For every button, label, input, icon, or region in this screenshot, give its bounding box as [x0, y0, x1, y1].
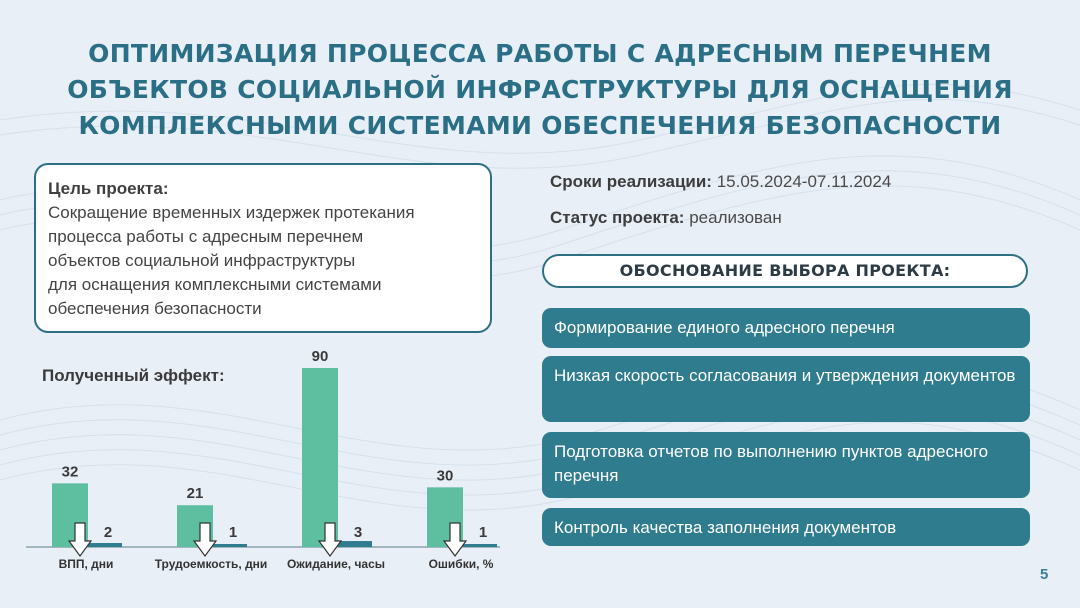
justification-header: ОБОСНОВАНИЕ ВЫБОРА ПРОЕКТА:	[542, 254, 1028, 288]
category-label-3: Ожидание, часы	[287, 557, 385, 571]
down-arrow-icon	[67, 522, 93, 558]
value-label-after-2: 1	[229, 524, 237, 541]
value-label-after-3: 3	[354, 524, 362, 541]
value-label-before-1: 32	[62, 463, 79, 480]
reason-item-4: Контроль качества заполнения документов	[542, 508, 1030, 546]
value-label-before-3: 90	[312, 348, 329, 365]
bar-after-3	[338, 541, 372, 547]
down-arrow-icon	[442, 522, 468, 558]
status-label: Статус проекта:	[550, 208, 685, 227]
category-label-1: ВПП, дни	[59, 557, 114, 571]
reason-item-3: Подготовка отчетов по выполнению пунктов…	[542, 432, 1030, 498]
effect-chart: 32 2 ВПП, дни 21 1 Трудоемкость, дни 90 3 Ожидан…	[26, 348, 500, 571]
value-label-before-4: 30	[437, 467, 454, 484]
value-label-after-1: 2	[104, 524, 112, 541]
bar-after-1	[88, 543, 122, 547]
goal-box: Цель проекта: Сокращение временных издер…	[34, 163, 492, 333]
timeline-line: Сроки реализации: 15.05.2024-07.11.2024	[550, 172, 891, 192]
status-line: Статус проекта: реализован	[550, 208, 782, 228]
title-line-3: КОМПЛЕКСНЫМИ СИСТЕМАМИ ОБЕСПЕЧЕНИЯ БЕЗОП…	[78, 111, 1002, 140]
bar-before-3	[302, 368, 338, 547]
down-arrow-icon	[192, 522, 218, 558]
bar-after-2	[213, 544, 247, 547]
page-title: ОПТИМИЗАЦИЯ ПРОЦЕССА РАБОТЫ С АДРЕСНЫМ П…	[20, 36, 1060, 144]
bar-after-4	[463, 544, 497, 547]
category-label-4: Ошибки, %	[429, 557, 494, 571]
effect-label: Полученный эффект:	[42, 366, 225, 385]
goal-label: Цель проекта:	[48, 179, 169, 198]
title-line-1: ОПТИМИЗАЦИЯ ПРОЦЕССА РАБОТЫ С АДРЕСНЫМ П…	[88, 39, 992, 68]
value-label-after-4: 1	[479, 524, 487, 541]
down-arrow-icon	[317, 522, 343, 558]
title-line-2: ОБЪЕКТОВ СОЦИАЛЬНОЙ ИНФРАСТРУКТУРЫ ДЛЯ О…	[67, 75, 1013, 104]
reason-item-2: Низкая скорость согласования и утвержден…	[542, 356, 1030, 422]
reason-item-1: Формирование единого адресного перечня	[542, 308, 1030, 348]
goal-text: Сокращение временных издержек протекания…	[48, 203, 415, 318]
status-value: реализован	[689, 208, 782, 227]
category-label-2: Трудоемкость, дни	[155, 557, 268, 571]
timeline-label: Сроки реализации:	[550, 172, 712, 191]
value-label-before-2: 21	[187, 485, 204, 502]
page-number: 5	[1040, 566, 1049, 583]
timeline-value: 15.05.2024-07.11.2024	[716, 172, 892, 191]
